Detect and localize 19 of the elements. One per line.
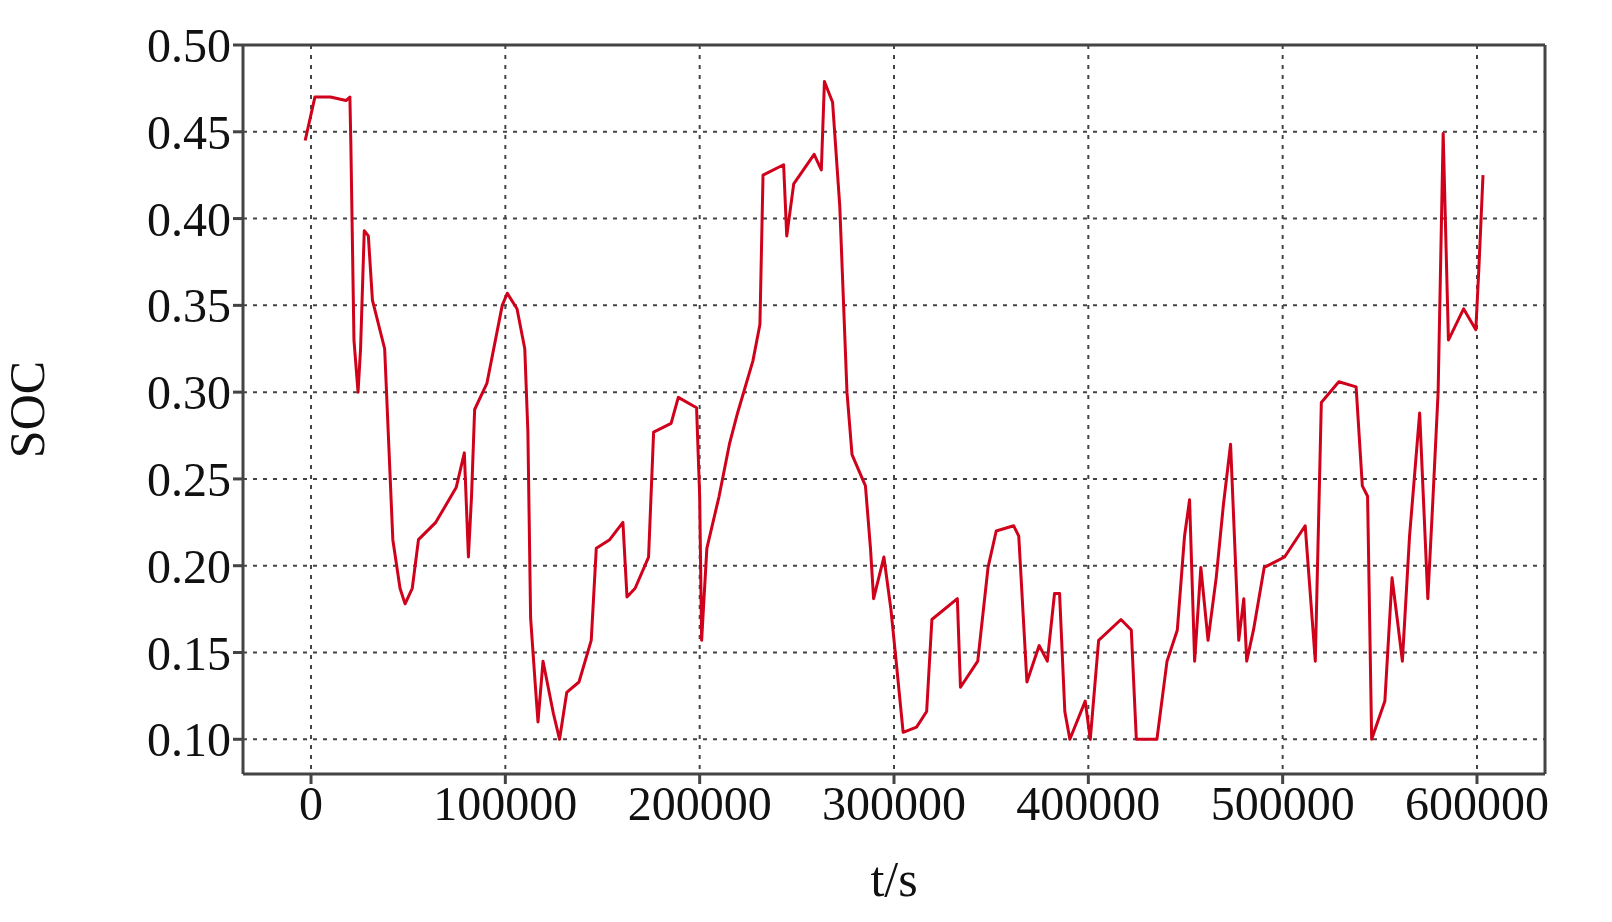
x-tick-label: 300000 [822,777,966,831]
y-tick-label: 0.25 [147,452,231,506]
y-axis-title: SOC [0,360,55,459]
x-axis-title: t/s [870,851,918,907]
x-tick-label: 600000 [1404,777,1549,831]
y-tick-label: 0.40 [147,192,231,246]
x-tick-label: 400000 [1016,777,1161,831]
x-tick-label: 200000 [627,777,772,831]
y-tick-label: 0.30 [147,366,231,420]
x-tick-label: 0 [299,777,324,831]
x-tick-label: 100000 [433,777,578,831]
line-series [303,79,1485,741]
y-tick-label: 0.35 [147,279,231,333]
y-tick-label: 0.15 [147,626,231,680]
x-tick-label: 500000 [1210,777,1355,831]
y-tick-label: 0.10 [147,713,231,767]
y-tick-label: 0.45 [147,105,231,159]
y-tick-label: 0.50 [147,19,231,73]
y-tick-label: 0.20 [147,539,231,593]
